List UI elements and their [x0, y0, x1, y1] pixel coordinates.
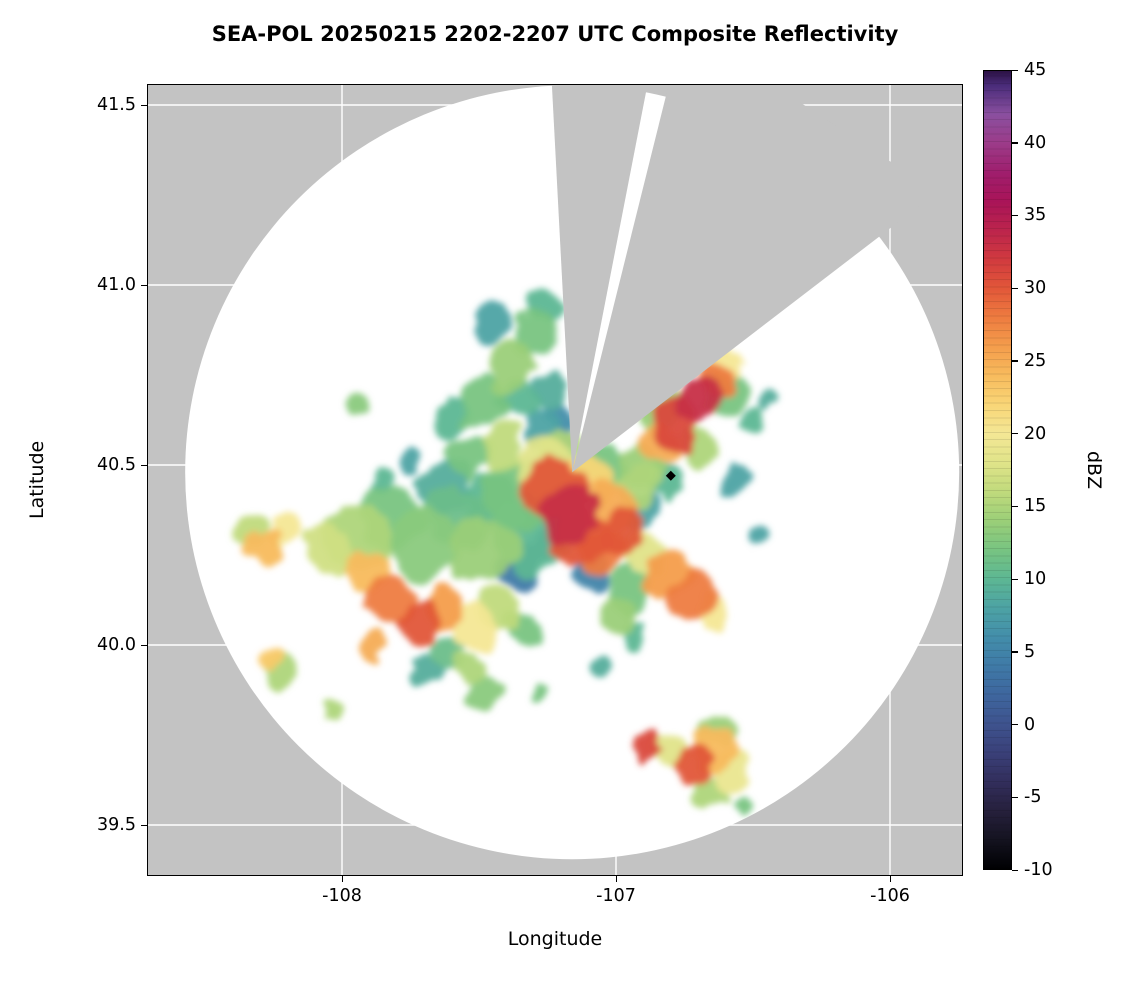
- y-axis-tick: [141, 104, 147, 106]
- y-axis-tick: [141, 464, 147, 466]
- radar-plot-canvas: [148, 85, 962, 875]
- colorbar-label: dBZ: [1083, 450, 1105, 490]
- x-tick-label: -108: [322, 886, 362, 906]
- x-tick-label: -106: [870, 886, 910, 906]
- colorbar-tick-label: 45: [1024, 60, 1047, 80]
- blocked-sector-wedge: [572, 85, 938, 473]
- y-tick-label: 39.5: [97, 815, 136, 835]
- figure-title: SEA-POL 20250215 2202-2207 UTC Composite…: [211, 22, 899, 46]
- colorbar-tick: [1012, 505, 1018, 508]
- y-tick-label: 41.5: [97, 95, 136, 115]
- colorbar-tick-label: 0: [1024, 714, 1036, 735]
- blocked-sector-wedge: [551, 85, 648, 473]
- colorbar-tick: [1012, 214, 1018, 217]
- colorbar-tick-label: 40: [1024, 132, 1047, 153]
- colorbar-tick: [1012, 360, 1018, 362]
- colorbar-tick: [1012, 578, 1018, 580]
- y-axis-tick: [141, 824, 147, 826]
- plot-area: [147, 84, 963, 876]
- colorbar-tick-label: -10: [1024, 860, 1053, 880]
- site-marker-diamond: [665, 470, 676, 481]
- colorbar-tick: [1012, 724, 1018, 726]
- x-axis-label: Longitude: [507, 928, 603, 950]
- colorbar-tick-label: 5: [1024, 641, 1036, 662]
- x-axis-tick: [341, 876, 343, 882]
- colorbar-tick-label: 10: [1024, 569, 1047, 590]
- colorbar-tick: [1012, 796, 1018, 799]
- colorbar-tick-label: 35: [1024, 205, 1047, 226]
- y-axis-label: Latitude: [26, 440, 48, 520]
- y-tick-label: 40.5: [97, 455, 136, 475]
- y-tick-label: 40.0: [97, 635, 136, 655]
- colorbar-tick-label: 15: [1024, 496, 1047, 517]
- x-axis-tick: [615, 876, 617, 882]
- y-axis-tick: [141, 284, 147, 286]
- y-axis-tick: [141, 644, 147, 646]
- colorbar-tick-label: 25: [1024, 350, 1047, 371]
- echo-field: [237, 285, 778, 818]
- x-tick-label: -107: [596, 886, 636, 906]
- colorbar-tick-label: 20: [1024, 423, 1047, 444]
- colorbar-tick: [1012, 433, 1018, 435]
- colorbar-tick: [1012, 869, 1018, 871]
- colorbar-tick: [1012, 651, 1018, 653]
- colorbar-gradient: [983, 70, 1012, 870]
- colorbar-tick-label: 30: [1024, 278, 1047, 299]
- y-tick-label: 41.0: [97, 275, 136, 295]
- colorbar-tick: [1012, 69, 1018, 71]
- colorbar-tick: [1012, 142, 1018, 144]
- x-axis-tick: [889, 876, 891, 882]
- colorbar-tick: [1012, 287, 1018, 289]
- colorbar-tick-label: -5: [1024, 787, 1042, 808]
